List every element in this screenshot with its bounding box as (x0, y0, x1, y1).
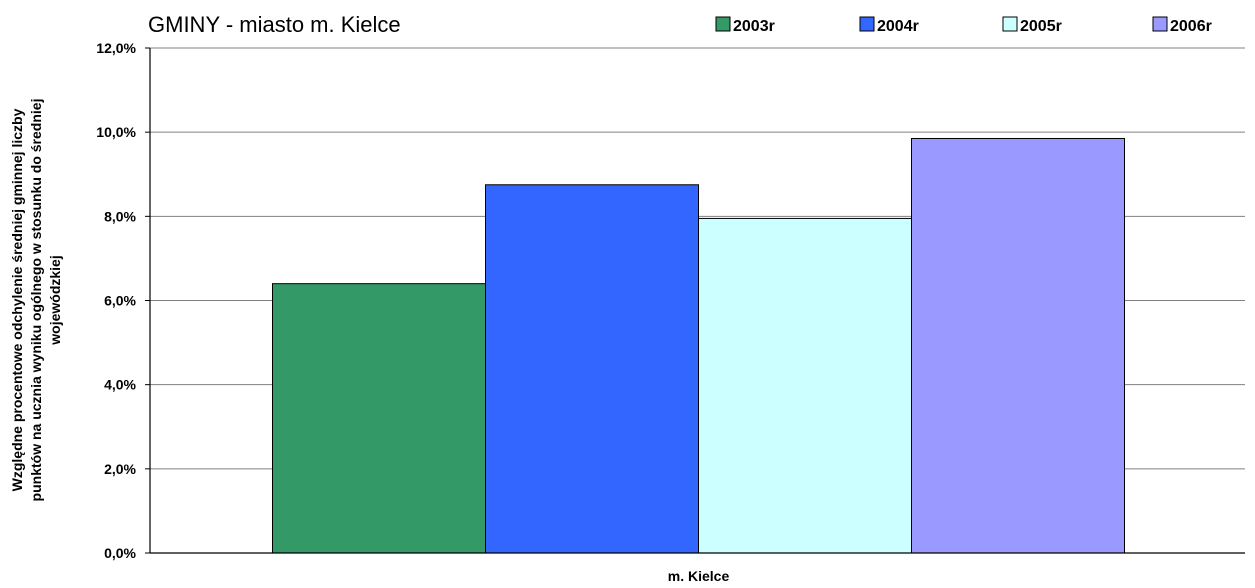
legend-label-2003r: 2003r (733, 18, 775, 35)
legend-swatch-2003r (715, 16, 731, 32)
y-axis-label-line: Względne procentowe odchylenie średniej … (9, 108, 25, 491)
y-tick-label: 0,0% (104, 545, 136, 561)
y-tick-label: 10,0% (96, 124, 136, 140)
y-tick-label: 2,0% (104, 461, 136, 477)
legend-swatch-2006r (1152, 16, 1168, 32)
chart-title: GMINY - miasto m. Kielce (148, 12, 401, 37)
axes (145, 47, 1245, 554)
legend-swatch-2004r (859, 16, 875, 32)
bar-2004r (485, 184, 699, 554)
y-tick-label: 4,0% (104, 377, 136, 393)
x-category-label: m. Kielce (668, 568, 730, 584)
bar-2005r (698, 217, 912, 554)
legend: 2003r 2004r 2005r 2006r (715, 16, 1212, 35)
y-tick-labels: 0,0% 2,0% 4,0% 6,0% 8,0% 10,0% 12,0% (96, 40, 136, 561)
y-axis-label: Względne procentowe odchylenie średniej … (9, 99, 63, 502)
bar-2006r (911, 137, 1125, 554)
y-axis-label-line: punktów na ucznia wyniku ogólnego w stos… (28, 99, 44, 502)
legend-label-2004r: 2004r (877, 18, 919, 35)
y-tick-label: 8,0% (104, 208, 136, 224)
y-tick-label: 12,0% (96, 40, 136, 56)
bars (272, 137, 1125, 554)
legend-swatch-2005r (1002, 16, 1018, 32)
y-tick-label: 6,0% (104, 293, 136, 309)
bar-2003r (272, 283, 486, 554)
x-category-labels: m. Kielce (668, 568, 730, 584)
y-axis-label-line: wojewódzkiej (47, 255, 63, 345)
legend-label-2005r: 2005r (1020, 18, 1062, 35)
legend-label-2006r: 2006r (1170, 18, 1212, 35)
